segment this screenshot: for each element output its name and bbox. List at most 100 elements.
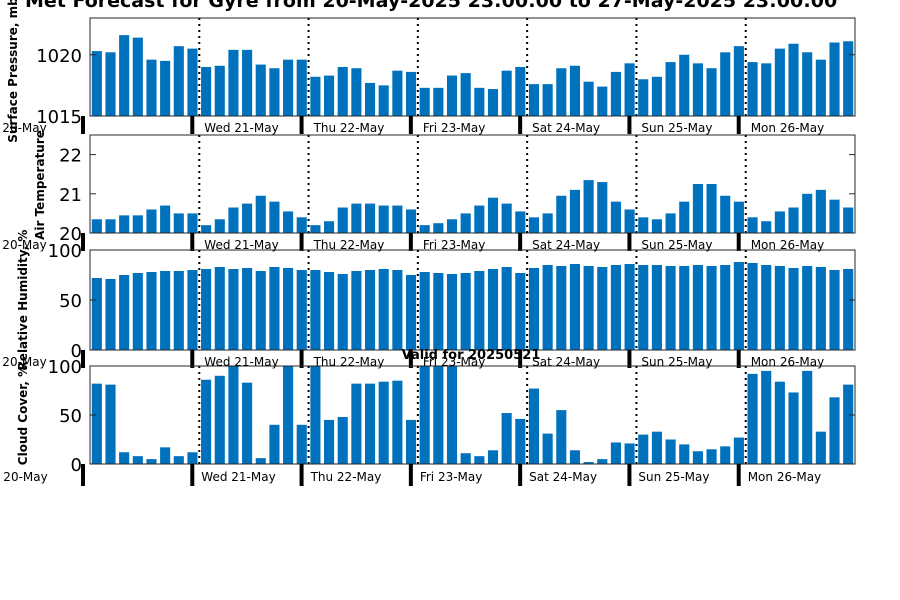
bar-p2-34	[542, 213, 553, 233]
bar-p3-44	[679, 266, 690, 350]
bar-p1-3	[119, 35, 130, 116]
bar-p4-16	[296, 424, 307, 464]
bar-p3-9	[201, 269, 212, 350]
day-label-p3-1: Tue 20-May	[0, 355, 47, 369]
bar-p3-39	[610, 265, 621, 350]
bar-p2-14	[269, 201, 280, 233]
bar-p2-1	[91, 219, 102, 233]
bar-p1-29	[474, 87, 485, 116]
bar-p4-25	[419, 366, 430, 464]
bar-p1-51	[774, 48, 785, 117]
bar-p3-14	[269, 267, 280, 350]
bar-p3-30	[487, 269, 499, 350]
bar-p2-23	[392, 205, 403, 233]
ylabel-p4: Cloud Cover, %	[16, 365, 30, 465]
bar-p3-11	[228, 269, 239, 350]
bar-p2-15	[283, 211, 294, 233]
bar-p4-32	[515, 418, 526, 464]
bar-p4-2	[105, 384, 116, 464]
bar-p3-28	[460, 273, 471, 350]
bar-p3-50	[761, 265, 772, 350]
bar-p3-31	[501, 267, 512, 350]
bar-p1-4	[132, 37, 143, 116]
day-label-p3-4: Fri 23-May	[423, 355, 486, 369]
day-label-p1-5: Sat 24-May	[532, 121, 600, 135]
day-label-p2-4: Fri 23-May	[423, 238, 486, 252]
bar-p2-8	[187, 213, 198, 233]
bar-p2-36	[569, 189, 581, 233]
bar-p3-46	[706, 266, 717, 350]
bar-p1-33	[528, 84, 540, 116]
bar-p3-5	[146, 272, 157, 350]
day-label-p1-3: Thu 22-May	[313, 121, 385, 135]
bar-p1-52	[788, 43, 799, 117]
bar-p2-44	[679, 201, 690, 233]
bar-p3-33	[528, 268, 540, 350]
bar-p4-14	[269, 424, 280, 464]
bar-p1-23	[392, 70, 403, 116]
valid-for-annotation: Valid for 20250521	[402, 348, 541, 363]
bar-p4-3	[119, 452, 130, 464]
bar-p2-53	[802, 193, 813, 233]
bar-p4-51	[774, 381, 785, 464]
bar-p4-5	[146, 459, 157, 464]
bar-p2-54	[815, 189, 826, 233]
bar-p3-35	[556, 266, 567, 350]
bar-p1-40	[624, 63, 635, 116]
bar-p4-38	[597, 459, 608, 464]
bar-p1-34	[542, 84, 553, 116]
bars-layer	[91, 35, 854, 464]
bar-p1-42	[651, 76, 662, 116]
bar-p3-3	[119, 275, 130, 350]
bar-p2-35	[556, 195, 567, 233]
bar-p3-24	[405, 275, 417, 350]
bar-p4-33	[528, 388, 540, 464]
ylabel-p2: Air Temperature	[33, 130, 47, 240]
bar-p2-37	[583, 180, 594, 233]
bar-p2-45	[692, 184, 703, 233]
panel-2-frame	[89, 134, 856, 234]
bar-p4-45	[692, 451, 703, 464]
bar-p4-12	[242, 382, 253, 464]
day-label-p1-7: Mon 26-May	[751, 121, 825, 135]
bar-p2-4	[132, 215, 143, 233]
bar-p3-15	[283, 268, 294, 350]
bar-p2-33	[528, 217, 540, 233]
bar-p4-26	[433, 366, 444, 464]
bar-p1-6	[160, 60, 171, 117]
bar-p2-30	[487, 197, 499, 233]
day-label-p4-5: Sat 24-May	[529, 470, 597, 484]
bar-p4-41	[638, 434, 649, 464]
bar-p1-48	[733, 46, 744, 116]
bar-p4-1	[91, 383, 102, 464]
bar-p4-19	[337, 416, 348, 464]
bar-p2-51	[774, 211, 785, 233]
frames-layer	[81, 17, 856, 486]
bar-p2-48	[733, 201, 744, 233]
bar-p1-21	[364, 82, 376, 116]
bar-p1-53	[802, 52, 813, 116]
bar-p3-48	[733, 262, 744, 350]
bar-p3-18	[324, 272, 335, 350]
ytick-p3-2: 50	[59, 291, 82, 312]
bar-p1-44	[679, 54, 690, 116]
ytick-p2-3: 22	[59, 146, 82, 167]
bar-p4-23	[392, 380, 403, 464]
bar-p3-4	[132, 273, 143, 350]
bar-p2-26	[433, 223, 444, 233]
bar-p1-19	[337, 67, 348, 116]
bar-p1-43	[665, 62, 676, 116]
bar-p3-7	[173, 271, 184, 350]
bar-p1-28	[460, 73, 471, 117]
bar-p2-22	[378, 205, 389, 233]
bar-p3-13	[255, 271, 266, 350]
bar-p4-56	[843, 384, 854, 464]
bar-p1-22	[378, 85, 389, 117]
bar-p1-24	[405, 71, 417, 116]
bar-p2-12	[242, 203, 253, 233]
day-label-p2-2: Wed 21-May	[204, 238, 278, 252]
bar-p4-15	[283, 366, 294, 464]
day-label-p2-6: Sun 25-May	[641, 238, 712, 252]
bar-p1-11	[228, 49, 239, 116]
